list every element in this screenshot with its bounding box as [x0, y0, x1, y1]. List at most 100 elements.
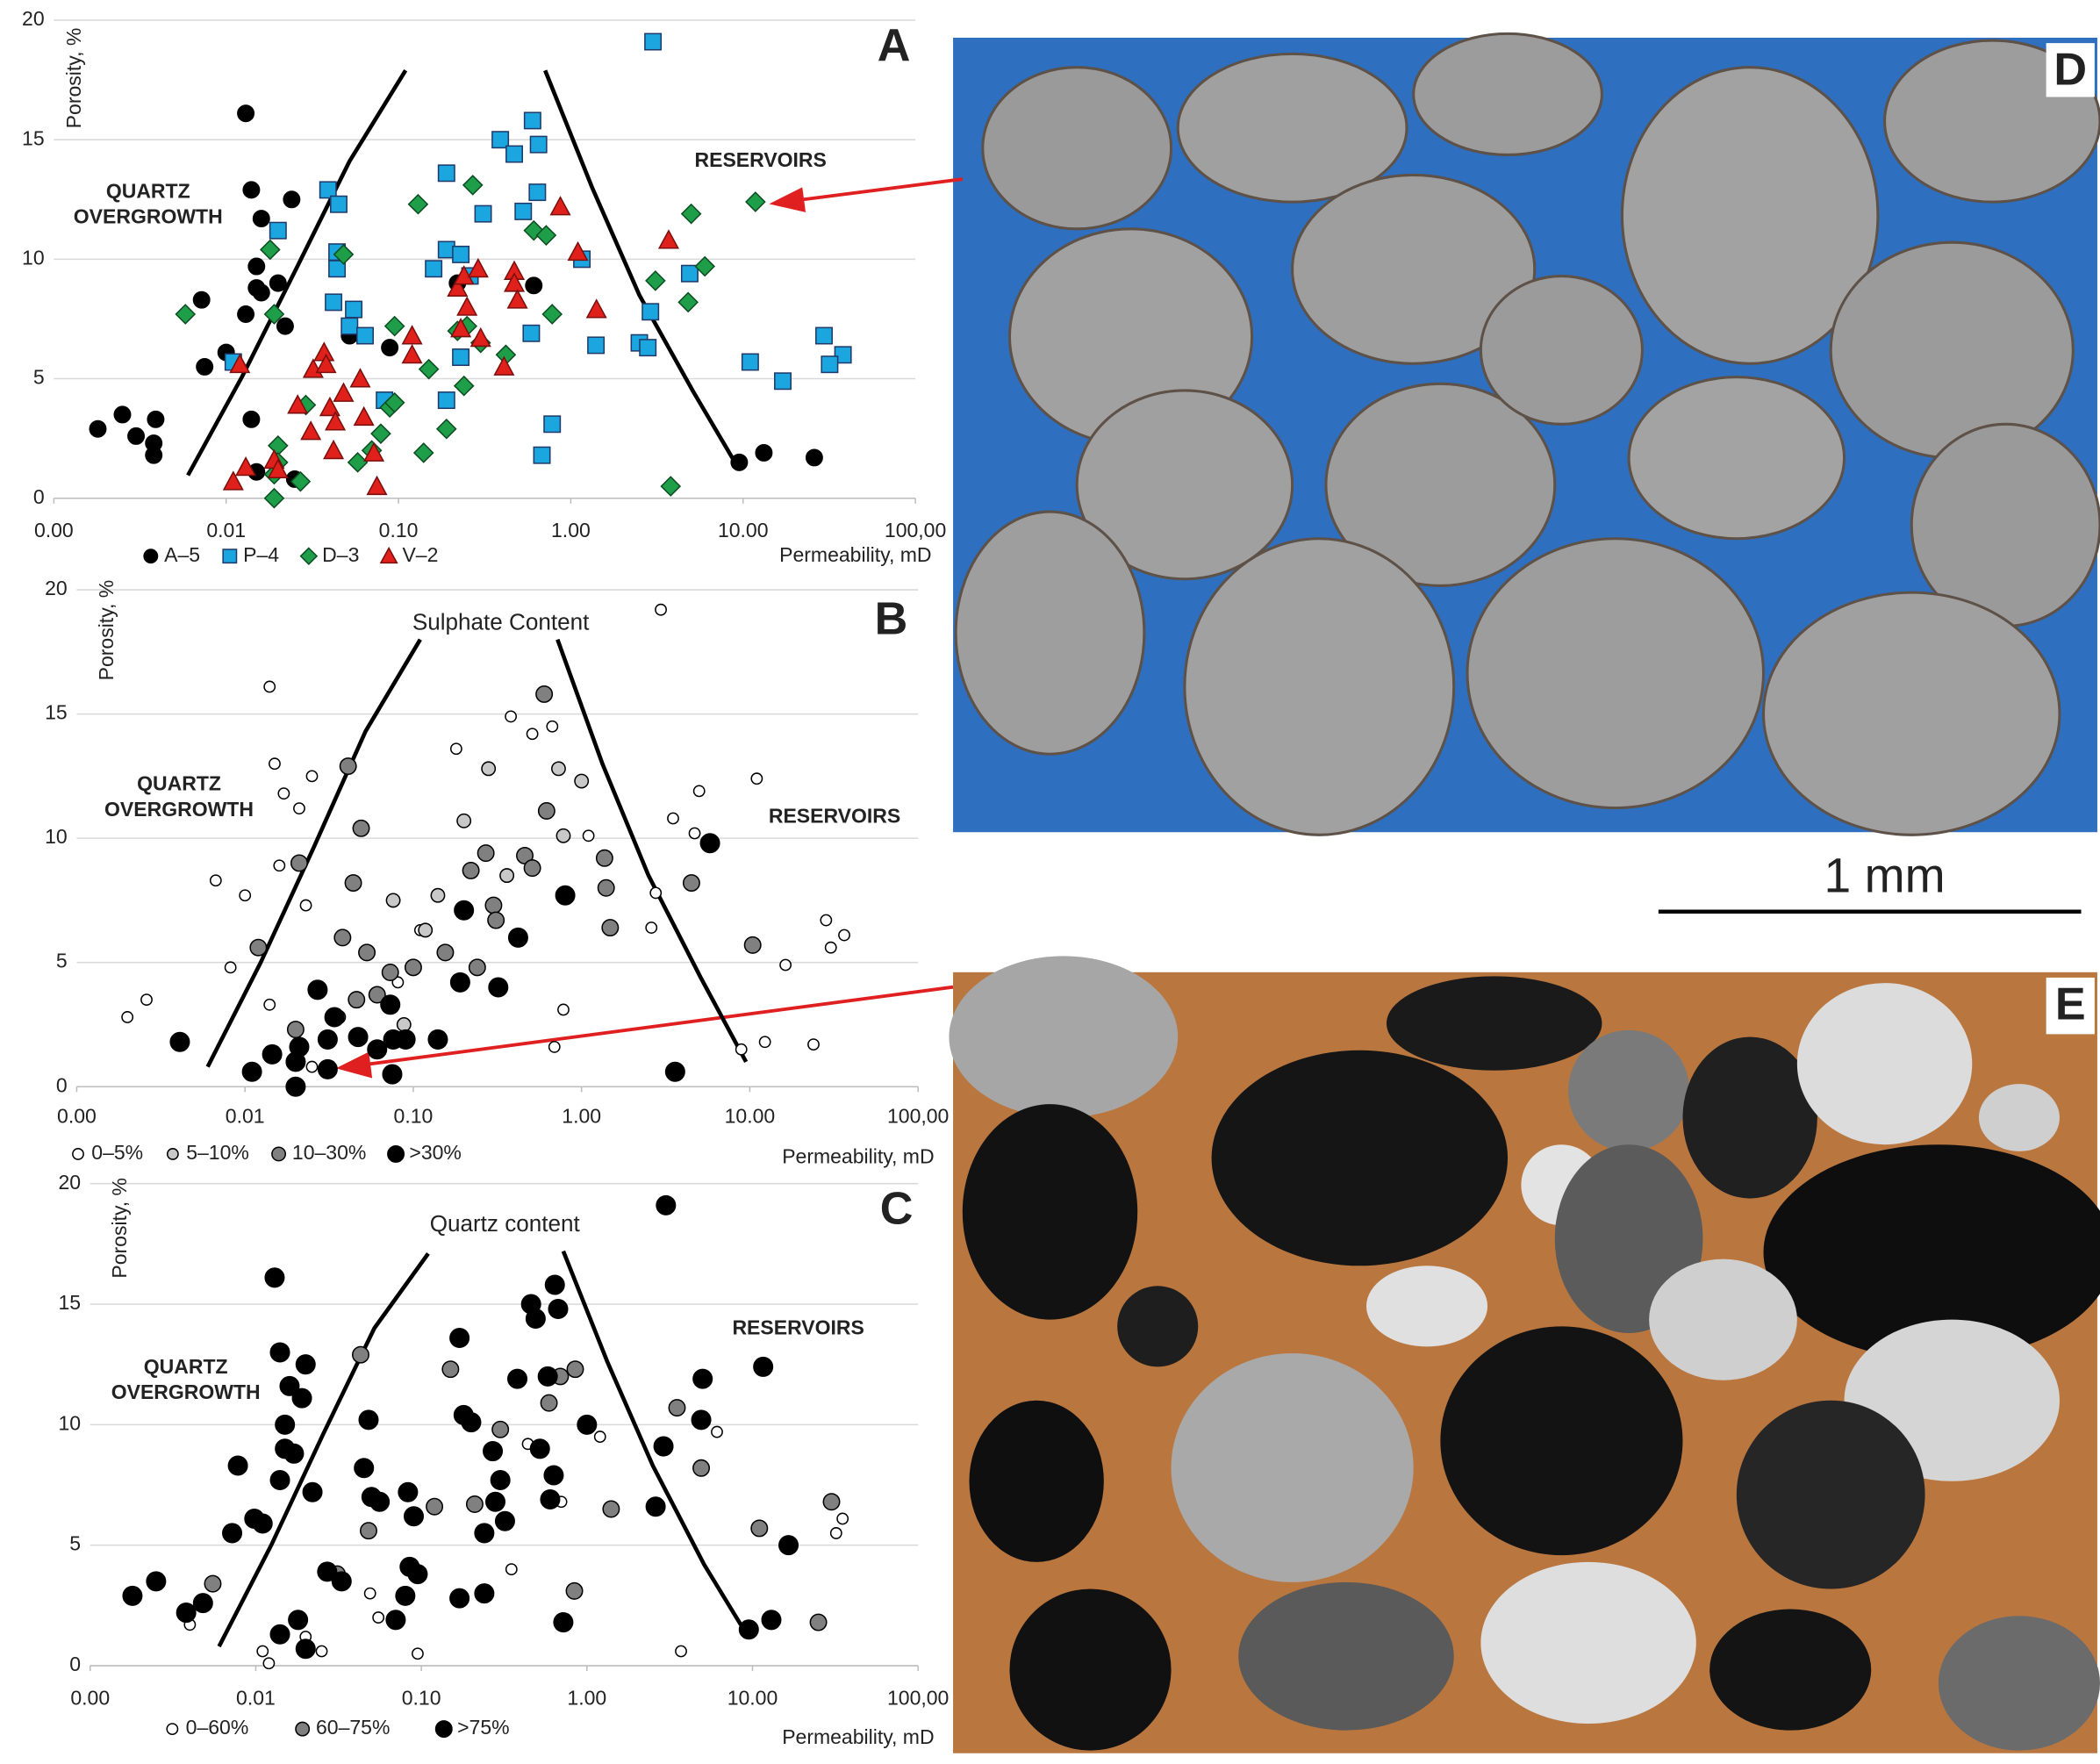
marker [385, 1610, 406, 1631]
marker [743, 936, 762, 954]
marker [328, 260, 347, 278]
marker [418, 922, 434, 938]
marker [491, 131, 510, 149]
marker [657, 229, 679, 249]
marker [537, 802, 555, 820]
marker [252, 210, 270, 228]
marker [645, 270, 666, 291]
marker [544, 1274, 565, 1295]
marker [452, 348, 470, 366]
marker [549, 196, 571, 216]
marker [491, 1420, 510, 1438]
marker [506, 289, 528, 309]
marker [403, 1506, 425, 1527]
marker [288, 1610, 309, 1631]
marker [285, 1076, 306, 1097]
marker [407, 193, 429, 215]
marker [147, 410, 165, 428]
marker [477, 844, 495, 863]
marker [469, 326, 491, 348]
marker [809, 1613, 828, 1631]
zone-label: RESERVOIRS [732, 1316, 864, 1338]
marker [753, 1356, 774, 1377]
marker [462, 861, 480, 879]
marker [821, 355, 839, 374]
marker [699, 833, 720, 854]
legend-label: 60–75% [316, 1716, 390, 1739]
marker [675, 1645, 687, 1658]
marker [176, 1603, 197, 1624]
x-tick-label: 1.00 [551, 519, 591, 541]
marker [660, 476, 682, 497]
marker [493, 355, 515, 376]
marker [468, 958, 486, 977]
zone-label: QUARTZ [106, 179, 190, 202]
marker [741, 353, 759, 371]
marker [263, 998, 276, 1011]
marker [557, 1003, 570, 1016]
marker [353, 405, 375, 427]
marker [401, 325, 423, 345]
x-tick-label: 0.10 [379, 519, 419, 541]
marker [300, 420, 322, 441]
marker [295, 1354, 316, 1375]
legend-marker [271, 1146, 287, 1162]
marker [275, 1414, 296, 1435]
y-axis-label: Porosity, % [62, 28, 85, 129]
marker [325, 411, 347, 431]
marker [372, 1611, 385, 1624]
marker [567, 240, 589, 262]
x-axis-label: Permeability, mD [782, 1145, 934, 1168]
boundary-curve [217, 1251, 430, 1648]
marker [582, 829, 595, 843]
marker [484, 1491, 506, 1512]
marker [454, 900, 475, 921]
photo-label: D [2053, 45, 2087, 96]
marker [395, 1029, 416, 1050]
marker [436, 943, 455, 962]
marker [260, 239, 281, 261]
marker [290, 854, 308, 872]
marker [380, 994, 401, 1015]
photo-d [953, 32, 2100, 836]
panel-label: A [878, 20, 911, 71]
marker [667, 812, 679, 825]
marker [525, 276, 543, 295]
marker [145, 446, 163, 464]
marker [437, 391, 455, 410]
marker [487, 911, 505, 929]
marker [525, 1308, 546, 1330]
marker [401, 343, 423, 364]
marker [543, 1465, 564, 1486]
marker [369, 1491, 391, 1512]
y-tick-label: 5 [69, 1532, 81, 1555]
marker [505, 145, 523, 163]
marker [430, 887, 446, 903]
marker [535, 685, 554, 703]
marker [490, 1470, 511, 1491]
x-tick-label: 1.00 [562, 1105, 601, 1128]
legend-label: A–5 [164, 543, 200, 566]
marker [504, 272, 526, 292]
marker [279, 1375, 300, 1396]
y-tick-label: 10 [22, 246, 45, 269]
x-tick-label: 0.00 [34, 519, 74, 541]
legend-label: >30% [409, 1141, 461, 1164]
marker [426, 1497, 444, 1516]
marker [680, 264, 699, 283]
marker [682, 874, 700, 893]
marker [404, 958, 422, 977]
marker [269, 1470, 290, 1491]
legend-marker [166, 1148, 179, 1160]
marker [499, 868, 515, 884]
marker [348, 991, 366, 1009]
marker [834, 346, 852, 364]
marker [262, 1657, 276, 1670]
marker [483, 1441, 504, 1462]
marker [453, 375, 475, 397]
marker [553, 1612, 574, 1633]
marker [649, 886, 663, 900]
marker [474, 204, 492, 223]
marker [507, 927, 528, 948]
x-axis-label: Permeability, mD [779, 543, 931, 566]
